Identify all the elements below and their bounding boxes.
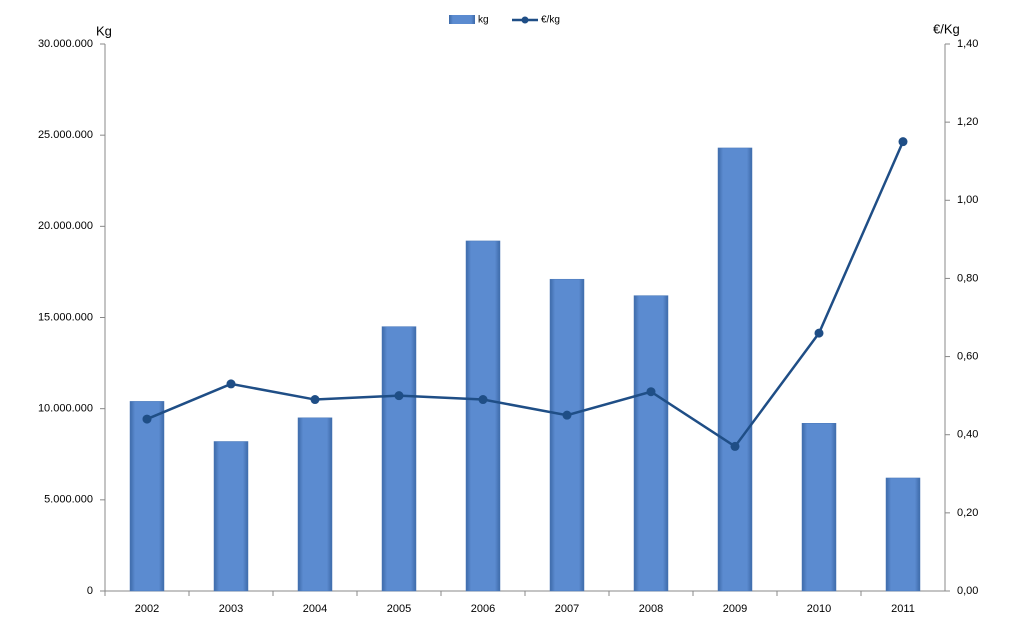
x-tick-label: 2011 — [891, 603, 915, 615]
line-point — [142, 414, 152, 424]
x-tick-label: 2006 — [471, 603, 495, 615]
y2-axis-title: €/Kg — [933, 21, 960, 36]
x-tick-label: 2007 — [555, 603, 579, 615]
legend-label: €/kg — [541, 15, 560, 26]
line — [146, 141, 905, 449]
y-axis-title: Kg — [96, 23, 112, 38]
legend-swatch — [449, 15, 475, 24]
legend-swatch — [521, 16, 529, 24]
y2-tick-label: 0,40 — [957, 429, 978, 441]
y2-tick-label: 0,80 — [957, 272, 978, 284]
y-tick-label: 5.000.000 — [44, 494, 93, 506]
bar — [129, 401, 165, 592]
y2-tick-label: 0,00 — [957, 585, 978, 597]
x-tick-label: 2002 — [135, 603, 159, 615]
bar — [381, 326, 417, 592]
x-tick-label: 2003 — [219, 603, 243, 615]
legend-label: kg — [478, 15, 489, 26]
x-tick-label: 2004 — [303, 603, 327, 615]
y-tick-label: 25.000.000 — [38, 129, 93, 141]
y2-tick-label: 0,20 — [957, 507, 978, 519]
y-tick-label: 15.000.000 — [38, 311, 93, 323]
y-tick-label: 10.000.000 — [38, 403, 93, 415]
y2-tick-label: 1,00 — [957, 194, 978, 206]
line-point — [730, 441, 740, 451]
line-point — [478, 395, 488, 405]
y-tick-label: 20.000.000 — [38, 220, 93, 232]
bar — [549, 278, 585, 592]
x-tick-label: 2005 — [387, 603, 411, 615]
y2-tick-label: 1,20 — [957, 116, 978, 128]
bar — [297, 417, 333, 592]
bar — [633, 295, 669, 592]
y-tick-label: 0 — [87, 585, 93, 597]
line-point — [310, 395, 320, 405]
line-point — [646, 387, 656, 397]
y-tick-label: 30.000.000 — [38, 38, 93, 50]
x-tick-label: 2009 — [723, 603, 747, 615]
line-point — [226, 379, 236, 389]
line-point — [898, 137, 908, 147]
bar — [465, 240, 501, 592]
line-point — [394, 391, 404, 401]
bar — [885, 477, 921, 592]
y2-tick-label: 0,60 — [957, 350, 978, 362]
bar — [213, 441, 249, 592]
bar — [801, 423, 837, 592]
y2-tick-label: 1,40 — [957, 38, 978, 50]
x-tick-label: 2008 — [639, 603, 663, 615]
bar — [717, 147, 753, 592]
line-point — [562, 410, 572, 420]
line-point — [814, 328, 824, 338]
x-tick-label: 2010 — [807, 603, 831, 615]
